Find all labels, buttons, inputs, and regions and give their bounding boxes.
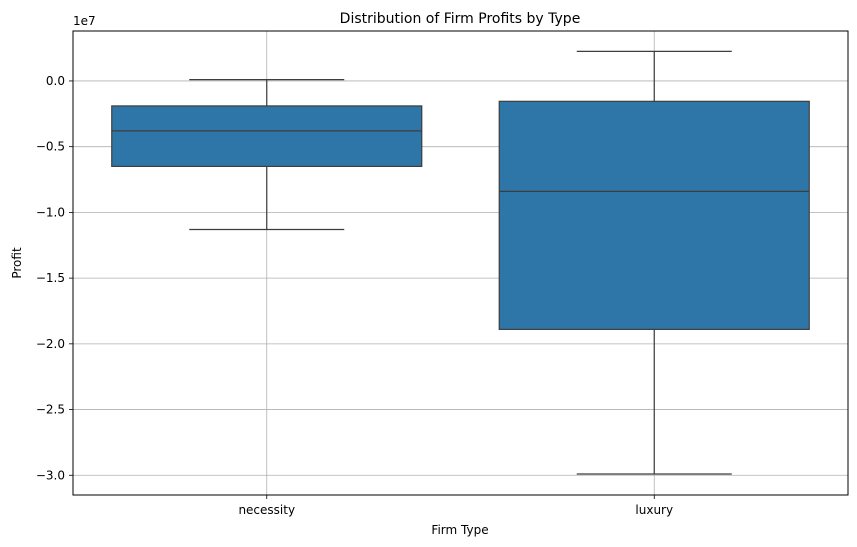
y-tick-label: −3.0 (36, 468, 65, 482)
x-axis: necessity luxury (238, 495, 673, 517)
box-luxury (498, 50, 810, 475)
y-axis: 0.0 −0.5 −1.0 −1.5 −2.0 −2.5 −3.0 (36, 74, 73, 482)
plot-frame (72, 30, 849, 496)
y-tick-label: −2.0 (36, 337, 65, 351)
box-group (111, 50, 810, 475)
iqr-box (498, 100, 810, 330)
y-axis-label: Profit (10, 247, 24, 279)
chart-title: Distribution of Firm Profits by Type (340, 11, 581, 27)
x-tick-label: luxury (635, 503, 673, 517)
y-tick-label: −2.5 (36, 403, 65, 417)
box-necessity (111, 79, 423, 231)
y-tick-label: −0.5 (36, 140, 65, 154)
y-axis-offset-label: 1e7 (73, 14, 96, 28)
y-tick-label: −1.0 (36, 205, 65, 219)
y-tick-label: 0.0 (46, 74, 65, 88)
iqr-box (111, 105, 423, 167)
x-tick-label: necessity (238, 503, 295, 517)
y-tick-label: −1.5 (36, 271, 65, 285)
x-axis-label: Firm Type (431, 523, 488, 537)
